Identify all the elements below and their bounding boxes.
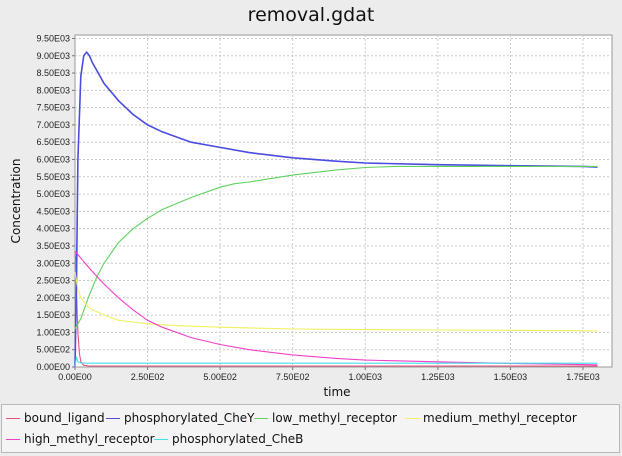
legend-item: phosphorylated_CheY: [106, 411, 255, 425]
y-axis-label: Concentration: [9, 159, 23, 244]
legend-item: high_methyl_receptor: [6, 432, 155, 446]
y-tick-label: 5.00E03: [36, 189, 70, 199]
legend-item: phosphorylated_CheB: [154, 432, 303, 446]
series-line-high_methyl_receptor: [74, 250, 598, 366]
legend-swatch: [6, 438, 20, 440]
legend-label: phosphorylated_CheY: [124, 411, 255, 425]
y-tick-label: 7.00E03: [36, 120, 70, 130]
y-tick-label: 1.00E03: [36, 327, 70, 337]
legend-item: low_methyl_receptor: [254, 411, 397, 425]
y-tick-label: 1.50E03: [36, 310, 70, 320]
legend-label: high_methyl_receptor: [24, 432, 155, 446]
legend-swatch: [405, 417, 419, 419]
legend-label: low_methyl_receptor: [272, 411, 397, 425]
x-tick-label: 1.75E03: [566, 372, 600, 382]
grid-lines: [75, 35, 612, 367]
legend-label: medium_methyl_receptor: [423, 411, 577, 425]
legend-label: phosphorylated_CheB: [172, 432, 304, 446]
plot-area: [74, 34, 613, 368]
y-tick-label: 2.00E03: [36, 293, 70, 303]
legend: bound_ligand phosphorylated_CheY low_methy…: [1, 404, 620, 453]
x-tick-label: 1.25E03: [421, 372, 455, 382]
legend-item: bound_ligand: [6, 411, 105, 425]
x-tick-label: 2.50E02: [131, 372, 165, 382]
series-line-phosphorylated_CheB: [74, 356, 598, 368]
legend-item: medium_methyl_receptor: [405, 411, 577, 425]
y-tick-label: 6.00E03: [36, 155, 70, 165]
x-tick-label: 1.00E03: [349, 372, 383, 382]
y-tick-label: 3.50E03: [36, 241, 70, 251]
y-tick-label: 6.50E03: [36, 137, 70, 147]
axis-ticks: 0.00E00 5.00E02 1.00E03 1.50E03 2.00E03 2.50E…: [36, 33, 599, 382]
x-tick-label: 0.00E00: [58, 372, 92, 382]
y-tick-label: 7.50E03: [36, 103, 70, 113]
legend-swatch: [106, 417, 120, 419]
line-chart: 0.00E00 5.00E02 1.00E03 1.50E03 2.00E03 2.50E…: [9, 33, 613, 399]
legend-swatch: [154, 438, 168, 440]
y-tick-label: 4.50E03: [36, 206, 70, 216]
y-tick-label: 8.50E03: [36, 68, 70, 78]
legend-swatch: [6, 417, 20, 419]
chart-title: removal.gdat: [247, 4, 375, 26]
x-axis-label: time: [323, 385, 350, 399]
y-tick-label: 8.00E03: [36, 85, 70, 95]
x-tick-label: 7.50E02: [276, 372, 310, 382]
legend-label: bound_ligand: [24, 411, 105, 425]
y-tick-label: 2.50E03: [36, 276, 70, 286]
x-tick-label: 1.50E03: [494, 372, 528, 382]
series-group: [74, 51, 598, 368]
series-line-phosphorylated_CheY: [74, 51, 598, 368]
series-line-medium_methyl_receptor: [74, 271, 598, 332]
y-tick-label: 5.50E03: [36, 172, 70, 182]
y-tick-label: 5.00E02: [36, 345, 70, 355]
y-tick-label: 9.00E03: [36, 51, 70, 61]
y-tick-label: 3.00E03: [36, 258, 70, 268]
y-tick-label: 9.50E03: [36, 33, 70, 43]
y-tick-label: 4.00E03: [36, 224, 70, 234]
series-line-low_methyl_receptor: [74, 165, 598, 330]
y-tick-label: 0.00E00: [36, 362, 70, 372]
legend-swatch: [254, 417, 268, 419]
x-tick-label: 5.00E02: [203, 372, 237, 382]
